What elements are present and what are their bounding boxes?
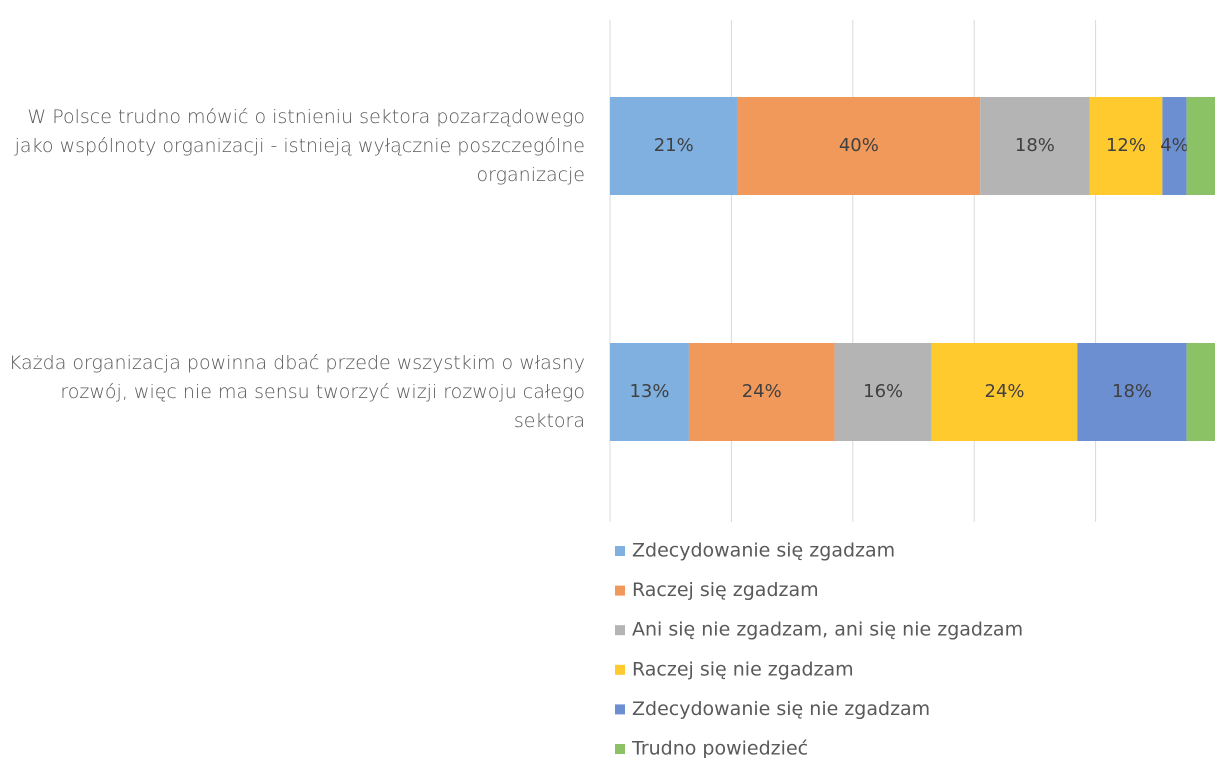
bar-segment	[737, 97, 981, 195]
bar-segment	[980, 97, 1090, 195]
legend-swatch	[615, 664, 625, 675]
legend-label: Trudno powiedzieć	[631, 738, 808, 758]
data-label: 4%	[1160, 135, 1189, 156]
data-label: 16%	[863, 381, 903, 402]
legend-label: Zdecydowanie się zgadzam	[632, 540, 895, 562]
legend-label: Zdecydowanie się nie zgadzam	[632, 698, 930, 720]
data-label: 12%	[1106, 135, 1146, 156]
legend-label: Raczej się nie zgadzam	[632, 658, 854, 680]
legend-label: Ani się nie zgadzam, ani się nie zgadzam	[632, 619, 1023, 641]
category-label: W Polsce trudno mówić o istnieniu sektor…	[14, 105, 585, 186]
category-label: Każda organizacja powinna dbać przede ws…	[8, 351, 585, 432]
legend-swatch	[615, 585, 625, 596]
bar-segment	[1186, 97, 1215, 195]
bar-segment	[834, 343, 932, 441]
legend-swatch	[615, 546, 625, 556]
bar-segment	[1186, 343, 1215, 441]
data-label: 18%	[1112, 381, 1152, 402]
bar-segment	[931, 343, 1078, 441]
bar-segment	[610, 343, 689, 441]
bar-segment	[1162, 97, 1187, 195]
bar-segment	[1077, 343, 1187, 441]
bar-segment	[610, 97, 738, 195]
data-label: 18%	[1015, 135, 1055, 156]
legend-swatch	[615, 744, 625, 754]
legend-label: Raczej się zgadzam	[632, 579, 819, 601]
data-label: 24%	[742, 381, 782, 402]
data-label: 40%	[839, 135, 879, 156]
data-label: 13%	[629, 381, 669, 402]
bar-segment	[1089, 97, 1163, 195]
bar-segment	[688, 343, 835, 441]
data-label: 24%	[985, 381, 1025, 402]
data-label: 21%	[654, 135, 694, 156]
legend-swatch	[615, 625, 625, 636]
legend-swatch	[615, 704, 625, 715]
